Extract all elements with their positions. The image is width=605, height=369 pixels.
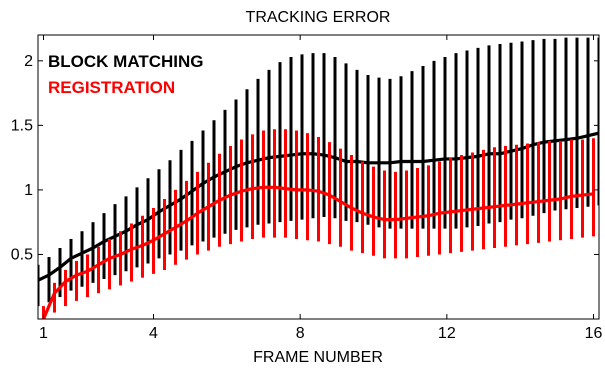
x-tick-label: 16 — [585, 325, 603, 342]
chart-title: TRACKING ERROR — [246, 9, 391, 26]
legend-entry-block-matching: BLOCK MATCHING — [48, 52, 204, 71]
y-tick-label: 1.5 — [11, 117, 33, 134]
x-tick-label: 8 — [296, 325, 305, 342]
y-tick-label: 1 — [24, 182, 33, 199]
y-tick-label: 2 — [24, 53, 33, 70]
x-tick-label: 1 — [39, 325, 48, 342]
legend-entry-registration: REGISTRATION — [48, 78, 175, 97]
plot-marks — [38, 37, 599, 319]
x-tick-label: 12 — [438, 325, 456, 342]
mean-line-registration — [41, 185, 596, 319]
x-axis-label: FRAME NUMBER — [253, 349, 383, 366]
axis-ticks: 1 4 8 12 16 0.5 1 1.5 2 — [11, 35, 603, 342]
legend: BLOCK MATCHING REGISTRATION — [48, 52, 204, 97]
series-registration — [41, 129, 596, 319]
x-tick-label: 4 — [149, 325, 158, 342]
y-tick-label: 0.5 — [11, 246, 33, 263]
plot-frame — [37, 34, 600, 320]
